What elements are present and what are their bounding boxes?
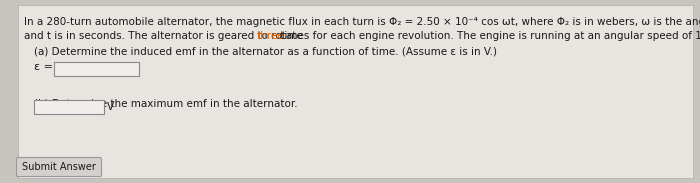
Text: times for each engine revolution. The engine is running at an angular speed of 1: times for each engine revolution. The en… (277, 31, 700, 41)
Text: and t is in seconds. The alternator is geared to rotate: and t is in seconds. The alternator is g… (24, 31, 306, 41)
Text: V: V (107, 102, 114, 112)
Bar (54, 62, 139, 76)
FancyBboxPatch shape (17, 158, 102, 176)
Text: Submit Answer: Submit Answer (22, 162, 96, 172)
Text: In a 280-turn automobile alternator, the magnetic flux in each turn is Φ₂ = 2.50: In a 280-turn automobile alternator, the… (24, 17, 700, 27)
Text: (b) Determine the maximum emf in the alternator.: (b) Determine the maximum emf in the alt… (34, 98, 298, 108)
Text: ε =: ε = (34, 62, 53, 72)
Text: three: three (256, 31, 284, 41)
Bar (34, 100, 104, 114)
Text: (a) Determine the induced emf in the alternator as a function of time. (Assume ε: (a) Determine the induced emf in the alt… (34, 47, 497, 57)
